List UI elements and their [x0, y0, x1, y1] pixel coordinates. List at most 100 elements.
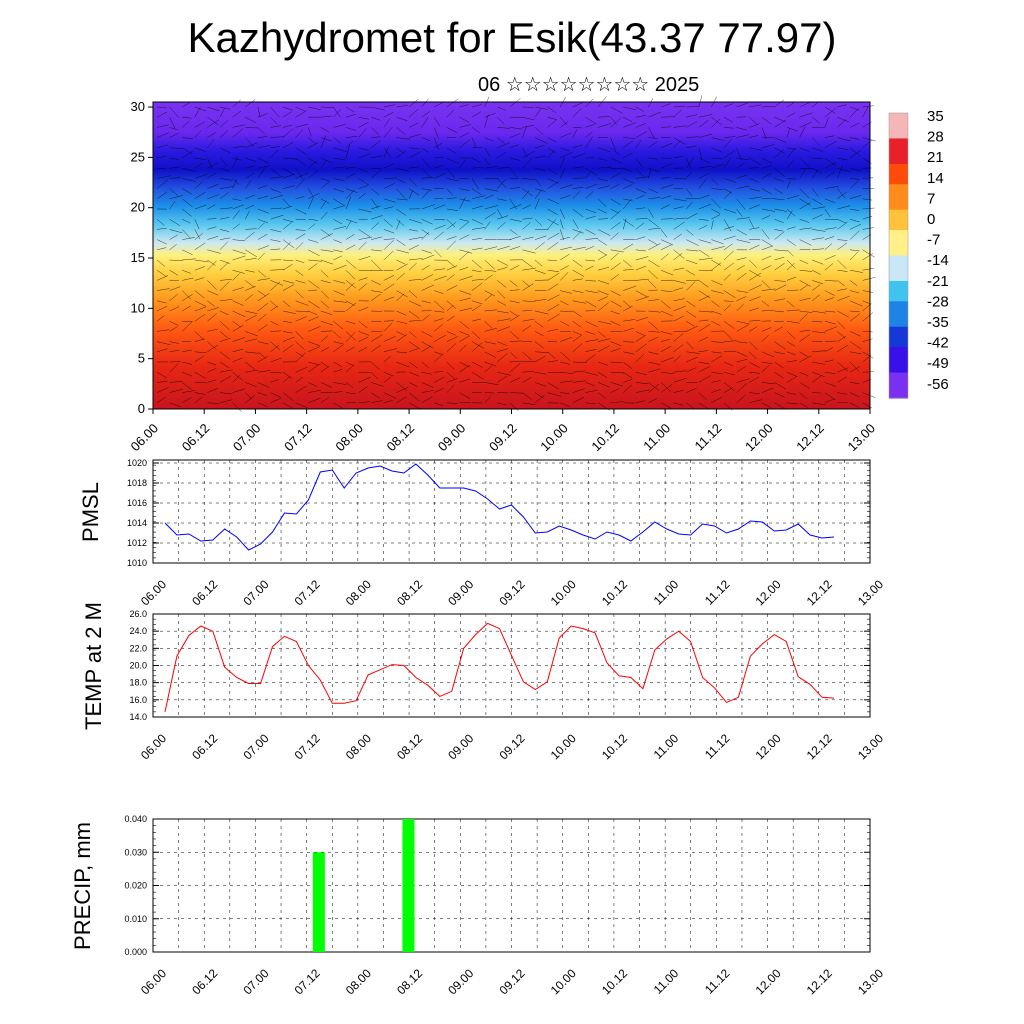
wind-barb — [698, 295, 710, 302]
wind-barb — [597, 178, 609, 182]
wind-barb — [799, 392, 808, 400]
wind-barb — [648, 259, 660, 268]
wind-barb — [597, 208, 608, 214]
wind-barb — [194, 130, 202, 138]
wind-barb — [358, 347, 368, 353]
wind-barb — [484, 246, 498, 251]
wind-barb — [648, 361, 661, 366]
wind-barb — [484, 382, 499, 386]
wind-barb — [597, 123, 612, 128]
wind-barb — [711, 259, 722, 266]
wind-barb — [497, 326, 511, 332]
wind-barb — [245, 204, 255, 210]
wind-barb — [534, 351, 549, 353]
wind-barb — [698, 218, 709, 221]
wind-barb — [459, 221, 469, 230]
wind-barb — [597, 371, 608, 378]
wind-barb — [786, 402, 798, 405]
wind-barb — [446, 265, 458, 271]
wind-barb — [320, 127, 330, 133]
x-tick-label: 08.00 — [343, 577, 374, 608]
wind-barb — [786, 160, 794, 169]
wind-barb — [207, 131, 217, 138]
wind-barb — [698, 392, 707, 400]
wind-barb — [156, 175, 171, 179]
wind-barb — [774, 262, 785, 271]
wind-barb — [408, 300, 422, 307]
wind-barb — [660, 331, 673, 335]
wind-barb — [509, 229, 518, 236]
wind-barb — [333, 341, 344, 345]
wind-barb — [421, 188, 433, 191]
wind-barb — [761, 144, 775, 149]
x-tick-label: 11.12 — [702, 731, 733, 762]
wind-barb — [648, 270, 658, 280]
wind-barb — [257, 293, 270, 302]
colorbar-cell — [889, 270, 908, 277]
wind-barb — [774, 298, 786, 302]
wind-barb — [270, 280, 284, 286]
x-tick-label: 12.00 — [753, 966, 784, 997]
wind-barb — [358, 283, 368, 291]
wind-barb — [585, 354, 596, 363]
wind-barb — [824, 162, 836, 169]
wind-barb — [333, 198, 346, 207]
wind-barb — [169, 244, 177, 250]
colorbar-label: -35 — [927, 314, 949, 331]
wind-barb — [282, 106, 293, 111]
page-title: Kazhydromet for Esik(43.37 77.97) — [187, 14, 837, 61]
x-tick-label: 12.12 — [804, 577, 835, 608]
wind-barb — [597, 266, 610, 271]
wind-barb — [408, 236, 423, 240]
wind-barb — [471, 282, 483, 291]
wind-barb — [257, 270, 267, 278]
wind-barb — [711, 239, 724, 245]
wind-barb — [207, 116, 219, 126]
wind-barb — [774, 256, 785, 261]
wind-barb — [257, 351, 266, 359]
y-tick-label: 16.0 — [129, 695, 147, 705]
wind-barb — [194, 266, 205, 271]
wind-barb — [849, 280, 858, 287]
wind-barb — [534, 198, 540, 210]
wind-barb — [497, 310, 509, 314]
wind-barb — [774, 218, 784, 224]
wind-barb — [497, 267, 508, 271]
wind-barb — [812, 214, 823, 220]
wind-barb — [610, 232, 619, 240]
wind-barb — [396, 220, 401, 230]
wind-barb — [156, 227, 167, 230]
wind-barb — [837, 288, 847, 291]
wind-barb — [673, 125, 687, 128]
wind-barb — [849, 178, 860, 180]
wind-barb — [660, 338, 670, 342]
wind-barb — [837, 336, 847, 342]
wind-barb — [698, 95, 703, 108]
wind-barb — [257, 195, 269, 200]
wind-barb — [786, 226, 796, 230]
wind-barb — [635, 194, 645, 200]
wind-barb — [597, 249, 607, 256]
pmsl-x-axis: 06.00 06.12 07.00 07.12 08.00 08.12 09.00 09.12… — [138, 577, 886, 608]
wind-barb — [698, 203, 711, 210]
wind-barb — [824, 263, 834, 271]
colorbar-cell — [889, 382, 908, 389]
wind-barb — [446, 361, 455, 370]
wind-barb — [749, 307, 759, 312]
wind-barb — [623, 300, 631, 308]
wind-barb — [270, 188, 281, 193]
wind-barb — [459, 159, 467, 169]
wind-barb — [786, 195, 800, 200]
wind-barb — [522, 310, 532, 312]
wind-barb — [786, 320, 800, 324]
wind-barb — [207, 183, 219, 189]
wind-barb — [497, 259, 509, 267]
wind-barb — [849, 180, 859, 189]
wind-barb — [219, 331, 228, 338]
wind-barb — [169, 341, 179, 344]
wind-barb — [585, 280, 597, 282]
wind-barb — [660, 218, 674, 220]
wind-barb — [849, 251, 859, 261]
wind-barb — [686, 145, 697, 149]
wind-barb — [711, 388, 721, 393]
